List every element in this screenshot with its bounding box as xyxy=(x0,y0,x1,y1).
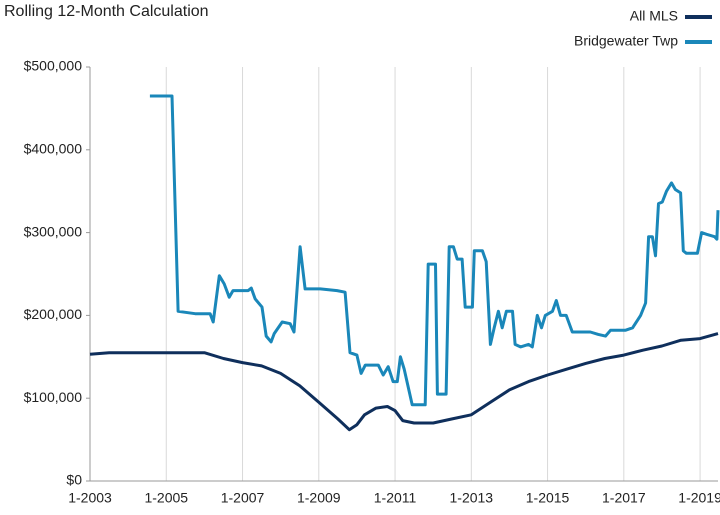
y-tick-label: $0 xyxy=(66,472,82,488)
x-tick-label: 1-2005 xyxy=(144,490,188,506)
legend-label: All MLS xyxy=(630,8,678,24)
series-line xyxy=(89,332,719,432)
x-tick-label: 1-2007 xyxy=(221,490,265,506)
x-tick-label: 1-2013 xyxy=(450,490,494,506)
chart-title: Rolling 12-Month Calculation xyxy=(4,3,209,20)
y-tick-label: $500,000 xyxy=(24,58,83,74)
x-tick-label: 1-2017 xyxy=(602,490,646,506)
x-tick-label: 1-2009 xyxy=(297,490,341,506)
y-tick-label: $100,000 xyxy=(24,389,83,405)
series-line xyxy=(149,94,720,407)
x-tick-label: 1-2015 xyxy=(526,490,570,506)
y-tick-label: $200,000 xyxy=(24,306,83,322)
x-tick-label: 1-2011 xyxy=(374,490,417,506)
legend-label: Bridgewater Twp xyxy=(574,33,678,49)
x-tick-label: 1-2003 xyxy=(68,490,112,506)
y-tick-label: $400,000 xyxy=(24,141,83,157)
x-tick-label: 1-2019 xyxy=(678,490,720,506)
y-tick-label: $300,000 xyxy=(24,223,83,239)
